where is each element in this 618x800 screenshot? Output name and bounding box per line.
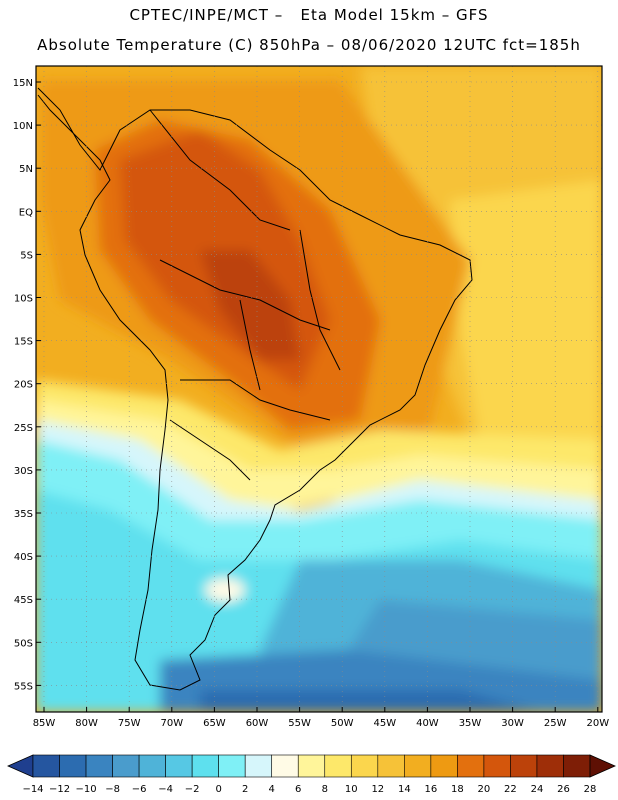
lat-label: EQ (19, 207, 33, 218)
coastline (37, 87, 473, 691)
colorbar-cell (404, 754, 432, 778)
temperature-field (36, 66, 602, 712)
lat-label: 35S (14, 509, 33, 520)
colorbar-cell (350, 754, 379, 778)
lon-label: 60W (246, 718, 269, 729)
colorbar-label: 6 (295, 784, 301, 795)
lon-label: 75W (118, 718, 141, 729)
colorbar-label: 24 (531, 784, 544, 795)
colorbar-cell (112, 754, 140, 778)
colorbar-cell (244, 754, 273, 778)
lat-label: 10N (13, 121, 33, 132)
colorbar-label: 16 (424, 784, 437, 795)
colorbar-cell (191, 754, 219, 778)
lon-label: 20W (586, 718, 609, 729)
colorbar-label: −2 (185, 784, 200, 795)
colorbar-arrow-low (7, 754, 34, 778)
lon-label: 35W (459, 718, 482, 729)
lat-label: 15S (14, 337, 33, 348)
lat-label: 30S (14, 466, 33, 477)
lat-label: 15N (13, 78, 33, 89)
lon-label: 50W (331, 718, 354, 729)
lat-label: 40S (14, 552, 33, 563)
colorbar-cell (32, 754, 60, 778)
colorbar-label: 8 (322, 784, 328, 795)
colorbar-label: −4 (158, 784, 173, 795)
colorbar-cell (271, 754, 299, 778)
colorbar (7, 754, 616, 778)
colorbar-label: −8 (105, 784, 120, 795)
lat-label: 10S (14, 294, 33, 305)
colorbar-label: 14 (398, 784, 411, 795)
lon-label: 70W (160, 718, 183, 729)
colorbar-label: 0 (215, 784, 221, 795)
colorbar-cell (324, 754, 352, 778)
colorbar-label: 18 (451, 784, 464, 795)
lon-label: 65W (203, 718, 226, 729)
colorbar-cell (85, 754, 113, 778)
lon-label: 80W (75, 718, 98, 729)
colorbar-label: −6 (132, 784, 147, 795)
map-frame (35, 65, 603, 713)
colorbar-cell (138, 754, 166, 778)
colorbar-label: 2 (242, 784, 248, 795)
colorbar-cell (483, 754, 511, 778)
colorbar-cell (59, 754, 87, 778)
colorbar-cell (510, 754, 538, 778)
colorbar-label: −14 (22, 784, 43, 795)
colorbar-label: 20 (478, 784, 491, 795)
lon-label: 45W (373, 718, 396, 729)
colorbar-label: −12 (49, 784, 70, 795)
colorbar-cell (218, 754, 246, 778)
colorbar-cell (563, 754, 591, 778)
lat-label: 20S (14, 380, 33, 391)
colorbar-label: 26 (557, 784, 570, 795)
lon-label: 30W (501, 718, 524, 729)
lat-label: 50S (14, 638, 33, 649)
longitude-labels: 85W 80W 75W 70W 65W 60W 55W 50W 45W 40W 35W 30W 25W 2… (33, 707, 609, 729)
colorbar-cell (377, 754, 405, 778)
lon-label: 85W (33, 718, 56, 729)
lat-label: 5S (20, 250, 33, 261)
lat-label: 5N (19, 164, 33, 175)
colorbar-label: 10 (345, 784, 358, 795)
lat-label: 25S (14, 423, 33, 434)
colorbar-arrow-high (589, 754, 616, 778)
colorbar-cell (536, 754, 564, 778)
colorbar-label: 22 (504, 784, 517, 795)
colorbar-label: 12 (371, 784, 384, 795)
lat-label: 45S (14, 595, 33, 606)
lon-label: 25W (544, 718, 567, 729)
lon-label: 55W (288, 718, 311, 729)
colorbar-cell (430, 754, 458, 778)
colorbar-cell (297, 754, 326, 778)
lat-label: 55S (14, 681, 33, 692)
title-line-2: Absolute Temperature (C) 850hPa – 08/06/… (37, 36, 581, 54)
title-line-1: CPTEC/INPE/MCT – Eta Model 15km – GFS (129, 6, 489, 24)
colorbar-cell (165, 754, 193, 778)
lon-label: 40W (416, 718, 439, 729)
colorbar-labels: −14 −12 −10 −8 −6 −4 −2 0 2 4 6 8 10 12 14 16 18 20 22 24 26… (22, 784, 596, 795)
colorbar-cell (457, 754, 485, 778)
colorbar-label: −10 (75, 784, 96, 795)
latitude-labels: 15N 10N 5N EQ 5S 10S 15S 20S 25S 30S 35S 40S 45S 50S 5… (13, 78, 41, 692)
colorbar-label: 28 (584, 784, 597, 795)
colorbar-label: 4 (269, 784, 275, 795)
